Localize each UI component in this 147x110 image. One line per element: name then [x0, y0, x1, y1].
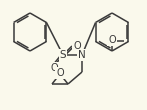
- Text: O: O: [50, 63, 58, 73]
- Text: O: O: [73, 41, 81, 51]
- Text: O: O: [56, 68, 64, 78]
- Text: N: N: [78, 50, 86, 60]
- Text: O: O: [108, 35, 116, 45]
- Text: S: S: [60, 50, 66, 60]
